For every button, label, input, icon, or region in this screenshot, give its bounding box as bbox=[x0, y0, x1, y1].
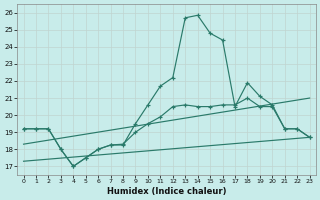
X-axis label: Humidex (Indice chaleur): Humidex (Indice chaleur) bbox=[107, 187, 226, 196]
